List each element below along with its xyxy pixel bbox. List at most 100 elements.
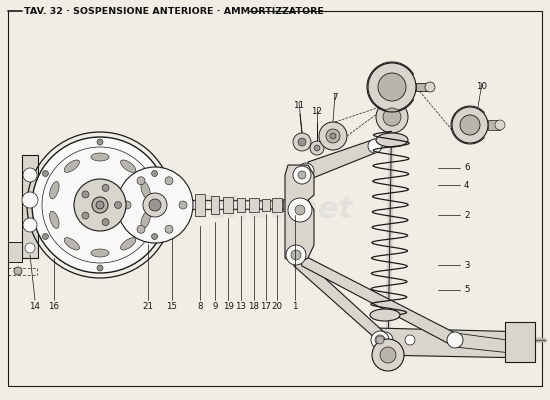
Circle shape xyxy=(380,347,396,363)
Circle shape xyxy=(298,171,306,179)
Circle shape xyxy=(137,225,145,233)
Circle shape xyxy=(447,332,463,348)
Ellipse shape xyxy=(91,153,109,161)
Circle shape xyxy=(425,82,435,92)
Circle shape xyxy=(314,145,320,151)
Circle shape xyxy=(298,138,306,146)
Text: 3: 3 xyxy=(464,260,470,270)
Bar xyxy=(223,197,233,213)
Text: 10: 10 xyxy=(476,82,487,91)
Circle shape xyxy=(82,191,89,198)
Circle shape xyxy=(102,184,109,191)
Polygon shape xyxy=(8,242,22,262)
Circle shape xyxy=(123,201,131,209)
Circle shape xyxy=(295,205,305,215)
Ellipse shape xyxy=(50,211,59,228)
Circle shape xyxy=(288,198,312,222)
Circle shape xyxy=(460,115,480,135)
Circle shape xyxy=(383,108,401,126)
Ellipse shape xyxy=(370,309,400,321)
Polygon shape xyxy=(22,155,38,258)
Polygon shape xyxy=(378,332,394,369)
Circle shape xyxy=(376,336,384,344)
Circle shape xyxy=(293,133,311,151)
Text: 19: 19 xyxy=(223,302,233,311)
Ellipse shape xyxy=(120,238,136,250)
Circle shape xyxy=(96,201,104,209)
Circle shape xyxy=(42,170,48,176)
Circle shape xyxy=(375,335,385,345)
Circle shape xyxy=(143,193,167,217)
Text: 2: 2 xyxy=(464,210,470,220)
Text: 5: 5 xyxy=(464,286,470,294)
Polygon shape xyxy=(375,328,530,358)
Circle shape xyxy=(293,166,311,184)
Text: 11: 11 xyxy=(294,101,305,110)
Ellipse shape xyxy=(50,182,59,199)
Circle shape xyxy=(368,63,416,111)
Polygon shape xyxy=(308,139,375,180)
Circle shape xyxy=(23,168,37,182)
Ellipse shape xyxy=(141,182,150,199)
Circle shape xyxy=(372,339,404,371)
Circle shape xyxy=(117,167,193,243)
Circle shape xyxy=(326,129,340,143)
Circle shape xyxy=(102,219,109,226)
Bar xyxy=(272,198,282,212)
Circle shape xyxy=(374,341,402,369)
Circle shape xyxy=(97,265,103,271)
Circle shape xyxy=(165,225,173,233)
Ellipse shape xyxy=(64,160,79,172)
Polygon shape xyxy=(416,83,430,91)
Circle shape xyxy=(376,101,408,133)
Circle shape xyxy=(74,179,126,231)
Text: 14: 14 xyxy=(30,302,41,311)
Text: 12: 12 xyxy=(311,107,322,116)
Circle shape xyxy=(165,177,173,185)
Text: 17: 17 xyxy=(261,302,272,311)
Circle shape xyxy=(42,234,48,240)
Text: 9: 9 xyxy=(212,302,218,311)
Bar xyxy=(249,198,259,212)
Circle shape xyxy=(32,137,168,273)
Text: 21: 21 xyxy=(142,302,153,311)
Bar xyxy=(195,194,205,216)
Circle shape xyxy=(377,332,393,348)
Bar xyxy=(262,199,270,211)
Circle shape xyxy=(97,139,103,145)
Circle shape xyxy=(298,163,314,179)
Circle shape xyxy=(82,212,89,219)
Circle shape xyxy=(23,218,37,232)
Polygon shape xyxy=(299,253,455,347)
Circle shape xyxy=(114,202,122,208)
Ellipse shape xyxy=(64,238,79,250)
Circle shape xyxy=(495,120,505,130)
Ellipse shape xyxy=(141,211,150,228)
Text: TAV. 32 · SOSPENSIONE ANTERIORE · AMMORTIZZATORE: TAV. 32 · SOSPENSIONE ANTERIORE · AMMORT… xyxy=(24,6,324,16)
Circle shape xyxy=(22,192,38,208)
Bar xyxy=(211,196,219,214)
Text: 13: 13 xyxy=(235,302,246,311)
Text: 1: 1 xyxy=(292,302,298,311)
Bar xyxy=(505,322,535,362)
Circle shape xyxy=(25,243,35,253)
Circle shape xyxy=(179,201,187,209)
Circle shape xyxy=(368,139,382,153)
Circle shape xyxy=(152,170,157,176)
Circle shape xyxy=(286,245,306,265)
Circle shape xyxy=(405,335,415,345)
Circle shape xyxy=(371,331,389,349)
Text: fchat.net: fchat.net xyxy=(196,196,354,224)
Circle shape xyxy=(137,177,145,185)
Circle shape xyxy=(152,234,157,240)
Text: 4: 4 xyxy=(464,180,470,190)
Text: 18: 18 xyxy=(249,302,260,311)
Bar xyxy=(283,199,291,211)
Ellipse shape xyxy=(120,160,136,172)
Text: 15: 15 xyxy=(167,302,178,311)
Text: 7: 7 xyxy=(332,93,338,102)
Polygon shape xyxy=(285,165,314,265)
Text: 20: 20 xyxy=(272,302,283,311)
Circle shape xyxy=(149,199,161,211)
Polygon shape xyxy=(294,250,385,347)
